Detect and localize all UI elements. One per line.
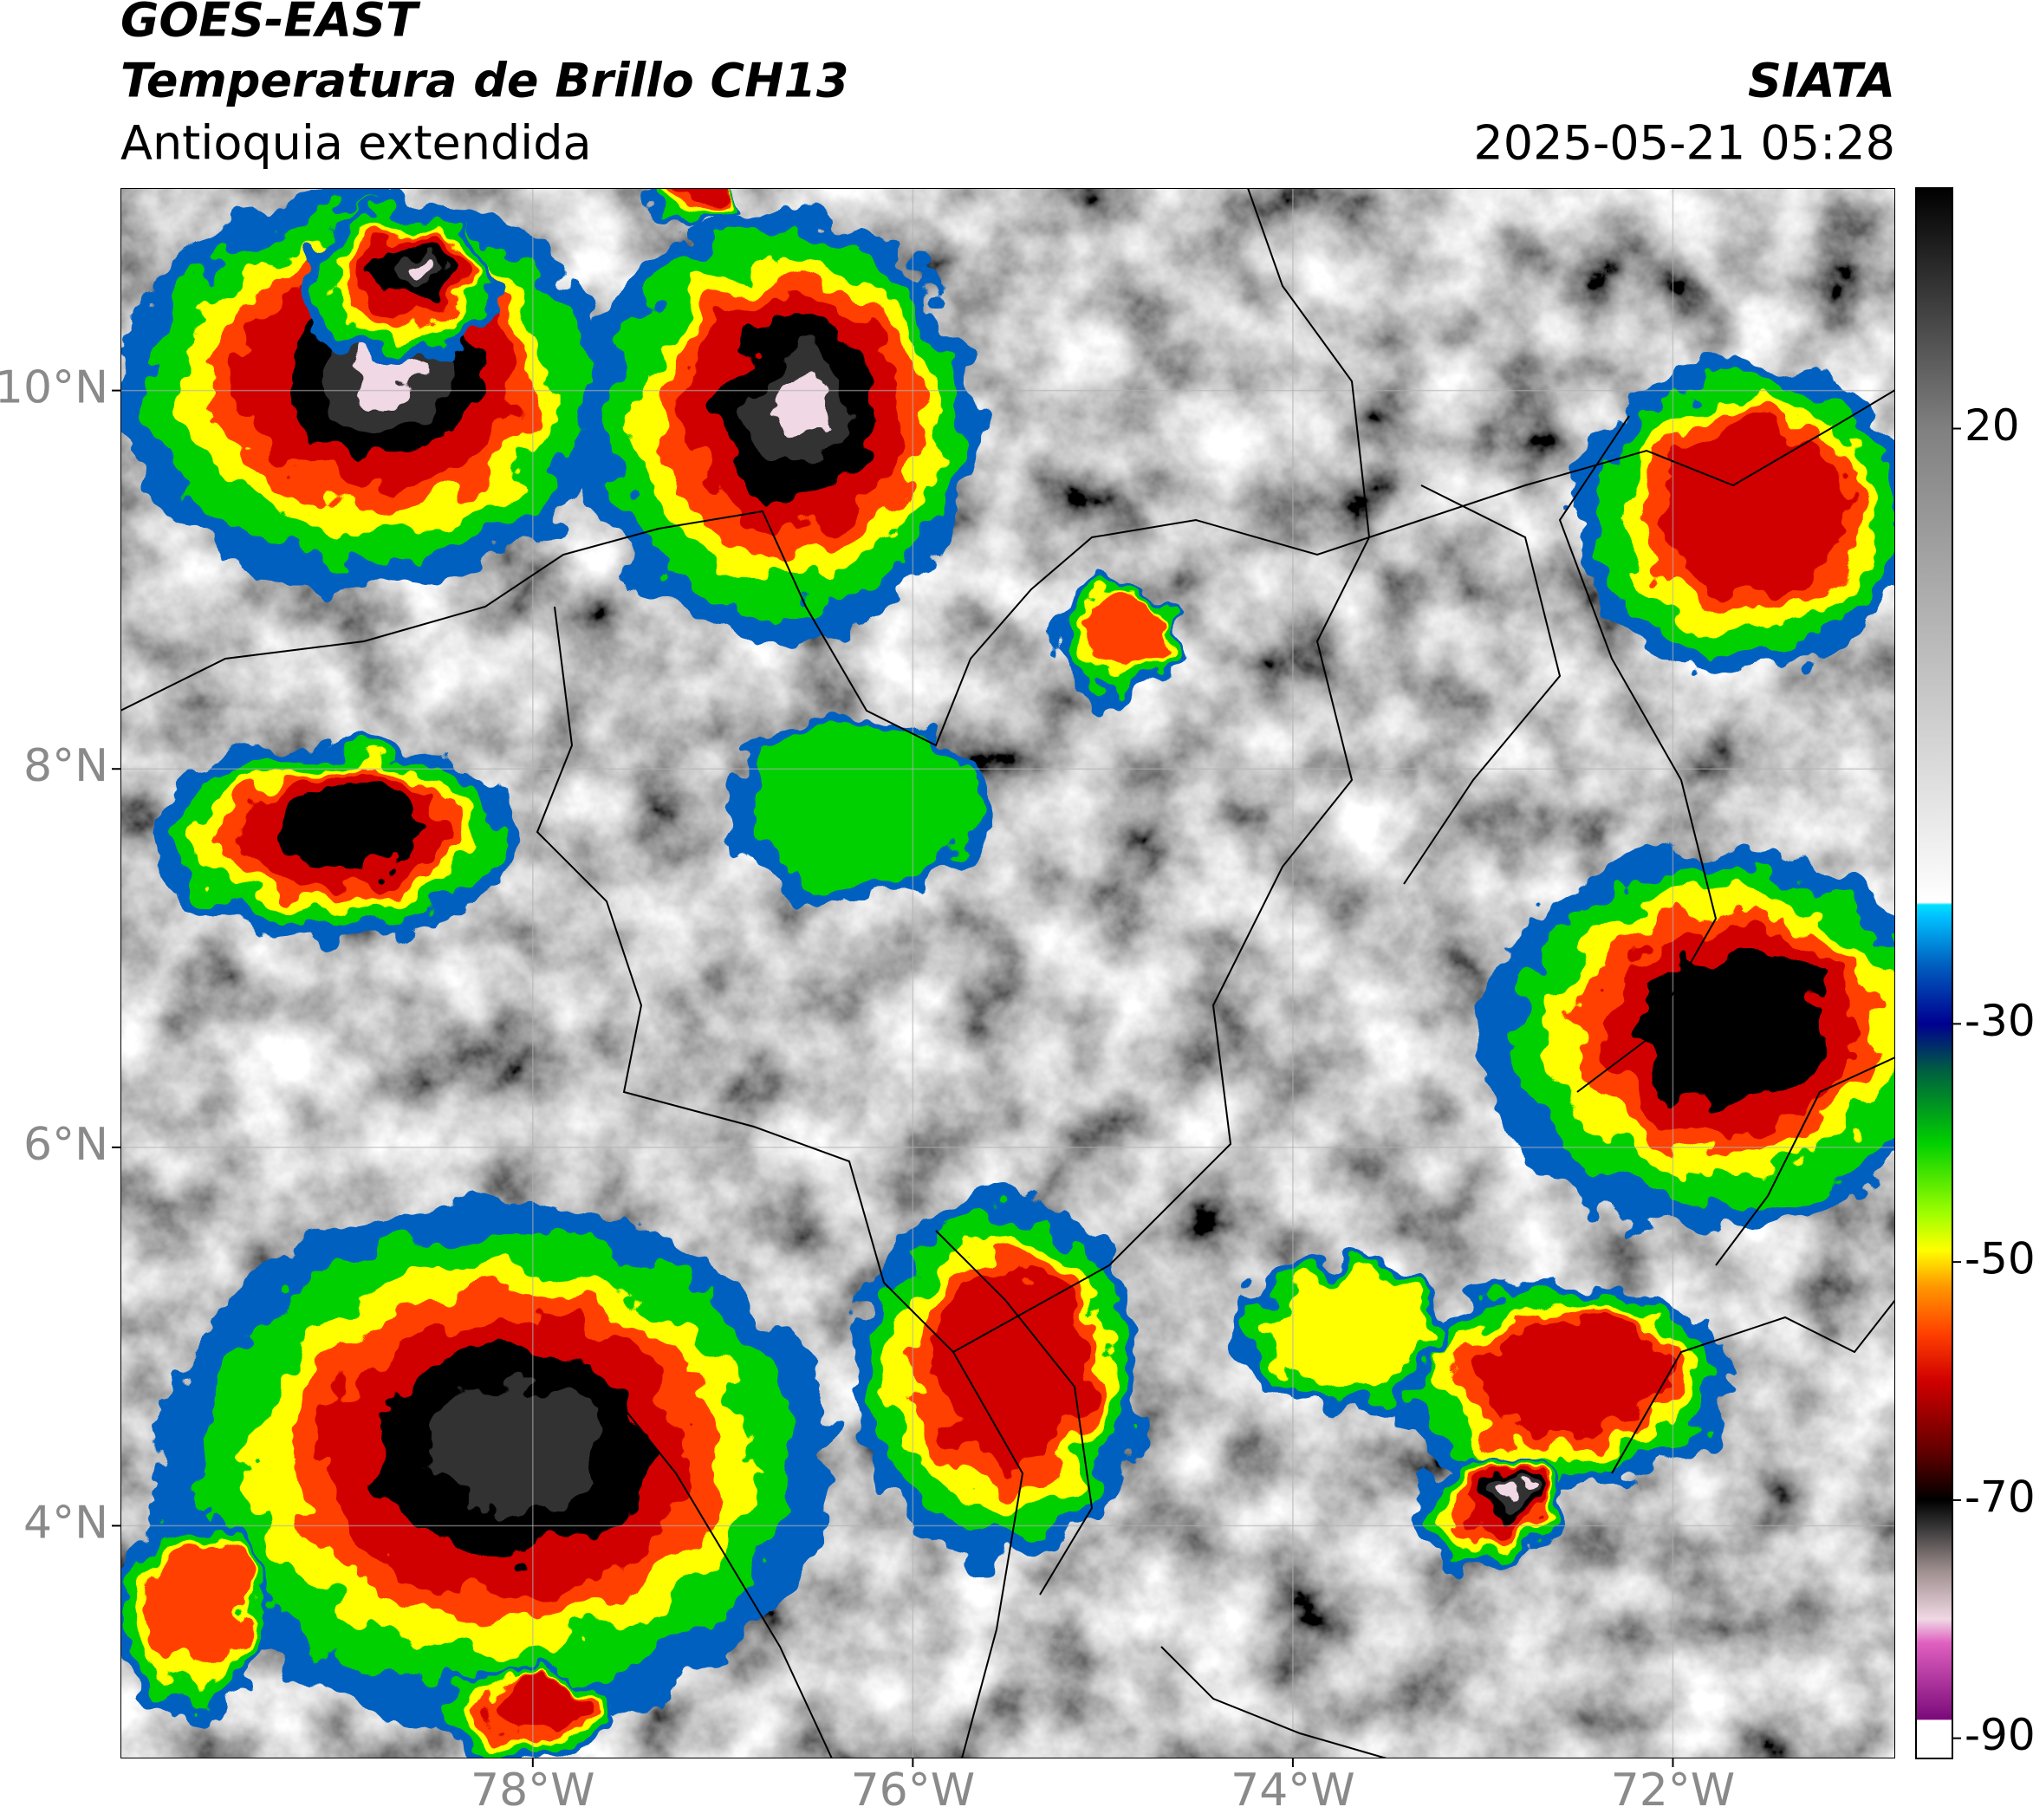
storm-layer [776,376,833,437]
map-area [120,188,1895,1758]
storm-layer [151,1537,251,1671]
x-tick-label: 74°W [1231,1765,1355,1817]
x-tick-label: 78°W [471,1765,595,1817]
y-tick-label: 6°N [23,1119,108,1171]
x-tick-label: 72°W [1611,1765,1736,1817]
storm-layer [747,719,976,887]
storm-layer [274,786,419,869]
storm-layer [1083,595,1173,673]
storm-layer [679,188,736,204]
colorbar-tick-label: -90 [1965,1710,2033,1760]
storm-layer [487,1677,581,1734]
x-tick-label: 76°W [851,1765,976,1817]
storm-layer [1640,951,1827,1103]
y-tick-label: 4°N [23,1497,108,1549]
storm-layer [1504,1481,1526,1498]
storm-layer [426,1381,603,1517]
borders [120,188,1895,1758]
y-tick-label: 10°N [0,362,108,414]
subtitle: Temperatura de Brillo CH13 [120,54,849,108]
source: SIATA [1748,54,1895,108]
title: GOES-EAST [120,0,421,48]
storm-layer [1273,1271,1427,1388]
storm-layer [1480,1320,1667,1433]
axes: 78°W 76°W 74°W 72°W 4°N 6°N 8°N 10°N [0,362,1735,1817]
region: Antioquia extendida [120,116,592,171]
storm-layer [931,1269,1090,1466]
y-tick-label: 8°N [23,740,108,792]
colorbar-tick-label: 20 [1965,400,2020,451]
grid [120,188,1895,1758]
colorbar-tick-label: -70 [1965,1472,2033,1522]
timestamp: 2025-05-21 05:28 [1473,116,1895,171]
colorbar [1915,187,1953,1759]
storm-cells [120,188,1895,1758]
storm-layer [409,257,437,279]
colorbar-tick-label: -30 [1965,996,2033,1046]
storm-layer [1662,425,1849,595]
colorbar-ticks: 20 -30 -50 -70 -90 [1952,400,2033,1760]
colorbar-tick-label: -50 [1965,1234,2033,1284]
